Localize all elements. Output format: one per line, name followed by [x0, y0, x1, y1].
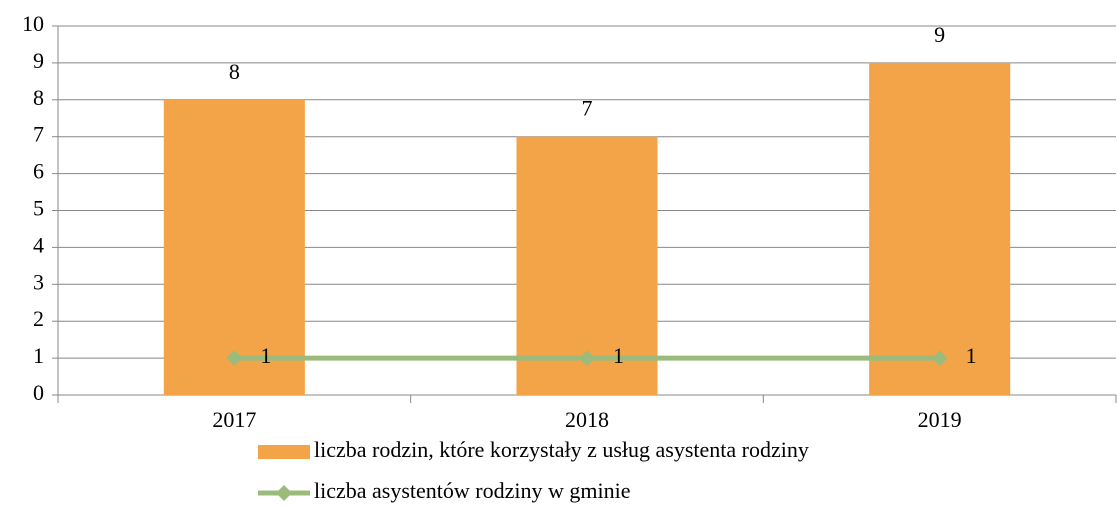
marker	[931, 350, 948, 367]
data-label: 7	[582, 96, 593, 121]
y-tick-label: 3	[33, 269, 44, 294]
y-tick-label: 2	[33, 306, 44, 331]
bar	[163, 99, 305, 396]
data-label: 1	[966, 343, 977, 368]
y-tick-label: 7	[33, 122, 44, 147]
marker	[226, 350, 243, 367]
legend-label: liczba asystentów rodziny w gminie	[314, 478, 630, 503]
y-tick-label: 5	[33, 196, 44, 221]
bar	[869, 62, 1011, 396]
y-tick-label: 8	[33, 85, 44, 110]
y-tick-label: 10	[22, 11, 44, 36]
x-tick-label: 2018	[565, 407, 609, 432]
marker	[579, 350, 595, 367]
legend-marker	[276, 485, 292, 501]
y-tick-label: 0	[33, 380, 44, 405]
legend-label: liczba rodzin, które korzystały z usług …	[314, 437, 809, 462]
x-tick-label: 2017	[212, 407, 256, 432]
legend-swatch	[258, 445, 310, 459]
x-tick-label: 2019	[918, 407, 962, 432]
data-label: 9	[934, 22, 945, 47]
y-tick-label: 6	[33, 159, 44, 184]
data-label: 1	[613, 343, 624, 368]
y-tick-label: 9	[33, 48, 44, 73]
data-label: 1	[260, 343, 271, 368]
y-tick-label: 1	[33, 343, 44, 368]
y-tick-label: 4	[33, 232, 44, 257]
data-label: 8	[229, 59, 240, 84]
